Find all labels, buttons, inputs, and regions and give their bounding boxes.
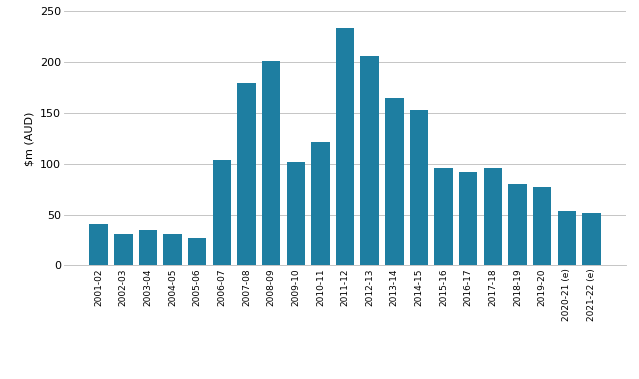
Y-axis label: $m (AUD): $m (AUD) (24, 111, 35, 166)
Bar (213, 160, 231, 265)
Bar (360, 56, 379, 265)
Bar (164, 234, 182, 265)
Bar (385, 98, 404, 265)
Bar (533, 187, 551, 265)
Bar (558, 211, 576, 265)
Bar (237, 83, 256, 265)
Bar (582, 213, 601, 265)
Bar (139, 230, 157, 265)
Bar (114, 234, 132, 265)
Bar (484, 168, 502, 265)
Bar (89, 224, 108, 265)
Bar (311, 143, 330, 265)
Bar (459, 172, 477, 265)
Bar (336, 28, 354, 265)
Bar (188, 238, 206, 265)
Bar (508, 184, 527, 265)
Bar (410, 110, 428, 265)
Bar (262, 61, 281, 265)
Bar (286, 162, 305, 265)
Bar (435, 168, 453, 265)
